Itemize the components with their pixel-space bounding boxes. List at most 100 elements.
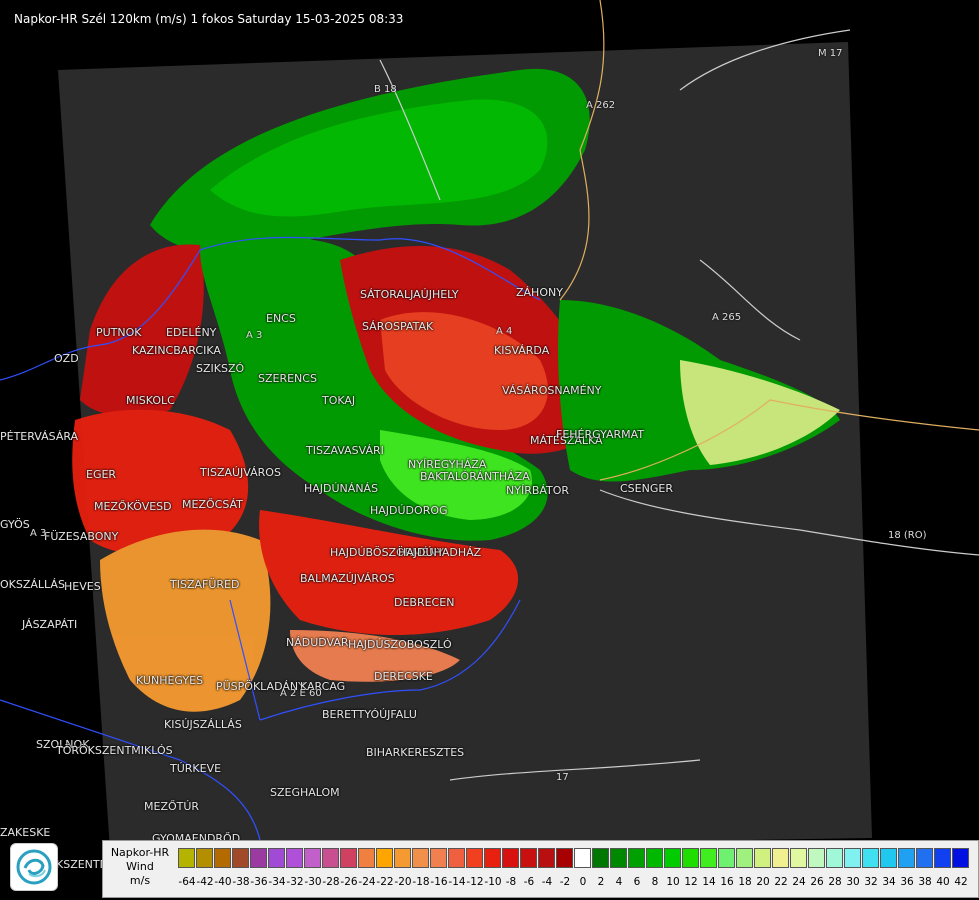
legend-tick-label: -16 xyxy=(430,876,448,888)
place-label: KAZINCBARCIKA xyxy=(132,344,221,357)
place-label: MEZŐKÖVESD xyxy=(94,500,172,513)
place-label: HAJDÚHADHÁZ xyxy=(398,546,482,559)
legend-swatch xyxy=(502,848,519,868)
place-label: KSZENTM xyxy=(56,858,110,871)
place-label: KISÚJSZÁLLÁS xyxy=(164,718,242,731)
legend-tick-label: 2 xyxy=(597,876,605,888)
legend-tick-label: -30 xyxy=(304,876,322,888)
place-label: PÜSPÖKLADÁNY xyxy=(216,680,305,693)
place-label: DEBRECEN xyxy=(394,596,455,609)
road-label: M 17 xyxy=(818,48,843,59)
place-label: SÁTORALJAÚJHELY xyxy=(360,288,459,301)
legend-swatch xyxy=(538,848,555,868)
place-label: MISKOLC xyxy=(126,394,175,407)
legend-tick-label: 24 xyxy=(792,876,806,888)
legend-swatch xyxy=(556,848,573,868)
place-label: TISZAFÜRED xyxy=(170,578,240,591)
legend-tick-label: -10 xyxy=(484,876,502,888)
napkor-logo-icon xyxy=(10,843,58,891)
legend-tick-label: 18 xyxy=(738,876,752,888)
road-label: 18 (RO) xyxy=(888,530,927,541)
legend-tick-label: -8 xyxy=(505,876,517,888)
legend-tick-label: -26 xyxy=(340,876,358,888)
place-label: NÁDUDVAR xyxy=(286,636,349,649)
legend-swatch xyxy=(412,848,429,868)
legend-tick-label: 10 xyxy=(666,876,680,888)
legend-swatch xyxy=(934,848,951,868)
legend-tick-label: 28 xyxy=(828,876,842,888)
place-label: TOKAJ xyxy=(322,394,356,407)
place-label: BIHARKERESZTES xyxy=(366,746,465,759)
place-label: EDELÉNY xyxy=(166,326,217,339)
place-label: HAJDÚSZOBOSZLÓ xyxy=(348,638,452,651)
legend-tick-label: -12 xyxy=(466,876,484,888)
place-label: ZAKESKE xyxy=(0,826,51,839)
legend-swatch xyxy=(466,848,483,868)
legend-tick-label: 30 xyxy=(846,876,860,888)
legend-tick-label: -38 xyxy=(232,876,250,888)
legend-tick-label: 4 xyxy=(615,876,623,888)
legend-swatch xyxy=(664,848,681,868)
legend-title: Napkor-HR Wind m/s xyxy=(104,846,176,888)
legend-tick-label: -14 xyxy=(448,876,466,888)
place-label: PÉTERVÁSÁRA xyxy=(0,430,79,443)
legend-title-line3: m/s xyxy=(129,874,151,887)
place-label: SZOLNOK xyxy=(36,738,90,751)
legend-swatch xyxy=(394,848,411,868)
place-label: MEZŐTÚR xyxy=(144,800,200,813)
legend-swatch xyxy=(358,848,375,868)
legend-title-line1: Napkor-HR xyxy=(110,846,170,859)
place-label: KARCAG xyxy=(300,680,346,693)
legend-swatch xyxy=(574,848,591,868)
place-label: ZÁHONY xyxy=(516,286,563,299)
place-label: BALMAZÚJVÁROS xyxy=(300,572,395,585)
legend-swatch xyxy=(448,848,465,868)
place-label: MÁTÉSZALKA xyxy=(530,434,603,447)
place-label: KISVÁRDA xyxy=(494,344,550,357)
legend-swatch xyxy=(592,848,609,868)
legend-swatch xyxy=(214,848,231,868)
place-label: SZERENCS xyxy=(258,372,317,385)
legend-tick-label: 22 xyxy=(774,876,788,888)
place-label: BAKTALÓRÁNTHÁZA xyxy=(420,470,530,483)
legend-swatch xyxy=(718,848,735,868)
place-label: SÁROSPATAK xyxy=(362,320,434,333)
legend-swatch xyxy=(844,848,861,868)
legend-swatch xyxy=(376,848,393,868)
legend-tick-label: 20 xyxy=(756,876,770,888)
legend-swatch xyxy=(268,848,285,868)
legend-swatch xyxy=(880,848,897,868)
legend-tick-label: 12 xyxy=(684,876,698,888)
legend-swatch xyxy=(610,848,627,868)
legend-tick-label: 36 xyxy=(900,876,914,888)
legend-tick-label: 40 xyxy=(936,876,950,888)
legend-swatches xyxy=(178,848,970,868)
place-label: GYÖS xyxy=(0,518,30,531)
place-label: TISZAVASVÁRI xyxy=(306,444,384,457)
legend-swatch xyxy=(790,848,807,868)
legend-title-line2: Wind xyxy=(126,860,154,873)
road-label: 17 xyxy=(556,772,569,783)
legend-tick-label: -36 xyxy=(250,876,268,888)
legend-tick-label: -2 xyxy=(559,876,571,888)
radar-echoes xyxy=(72,68,840,712)
place-label: EGER xyxy=(86,468,117,481)
legend-swatch xyxy=(178,848,195,868)
road-label: A 4 xyxy=(496,326,513,337)
place-label: NYÍRBÁTOR xyxy=(506,484,570,497)
legend-tick-label: -32 xyxy=(286,876,304,888)
place-label: JÁSZAPÁTI xyxy=(22,618,78,631)
legend-swatch xyxy=(628,848,645,868)
legend-tick-label: 6 xyxy=(633,876,641,888)
place-label: SZIKSZÓ xyxy=(196,362,245,375)
legend-tick-label: 16 xyxy=(720,876,734,888)
road-label: A 265 xyxy=(712,312,742,323)
legend-tick-label: 14 xyxy=(702,876,716,888)
road-label: B 18 xyxy=(374,84,397,95)
place-label: TISZAÚJVÁROS xyxy=(200,466,281,479)
legend-swatch xyxy=(430,848,447,868)
place-label: HAJDÚBÖSZÖRMÉNY xyxy=(330,546,444,559)
place-label: KUNHEGYES xyxy=(136,674,204,687)
legend-swatch xyxy=(772,848,789,868)
